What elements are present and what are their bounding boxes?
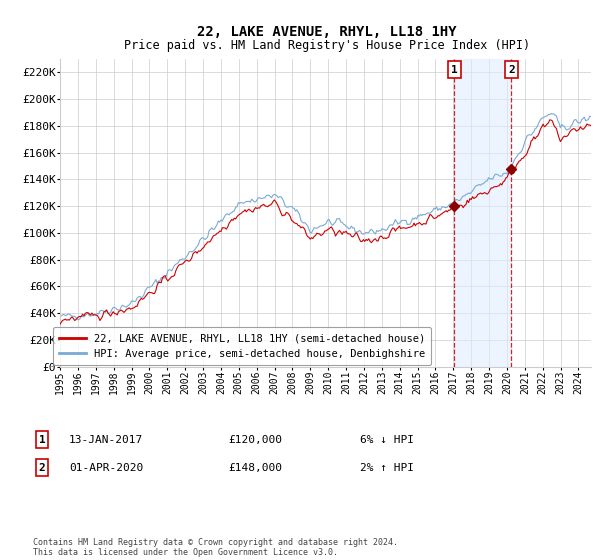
Text: £148,000: £148,000 [228,463,282,473]
Text: 1: 1 [451,64,457,74]
Text: 2: 2 [38,463,46,473]
Text: 13-JAN-2017: 13-JAN-2017 [69,435,143,445]
Legend: 22, LAKE AVENUE, RHYL, LL18 1HY (semi-detached house), HPI: Average price, semi-: 22, LAKE AVENUE, RHYL, LL18 1HY (semi-de… [53,327,431,365]
Bar [454,59,511,367]
Text: 6% ↓ HPI: 6% ↓ HPI [360,435,414,445]
Text: 2% ↑ HPI: 2% ↑ HPI [360,463,414,473]
Text: 2: 2 [508,64,515,74]
Text: Price paid vs. HM Land Registry's House Price Index (HPI): Price paid vs. HM Land Registry's House … [124,39,530,52]
Text: Contains HM Land Registry data © Crown copyright and database right 2024.
This d: Contains HM Land Registry data © Crown c… [33,538,398,557]
Text: 01-APR-2020: 01-APR-2020 [69,463,143,473]
Text: 22, LAKE AVENUE, RHYL, LL18 1HY: 22, LAKE AVENUE, RHYL, LL18 1HY [197,25,457,39]
Text: £120,000: £120,000 [228,435,282,445]
Text: 1: 1 [38,435,46,445]
